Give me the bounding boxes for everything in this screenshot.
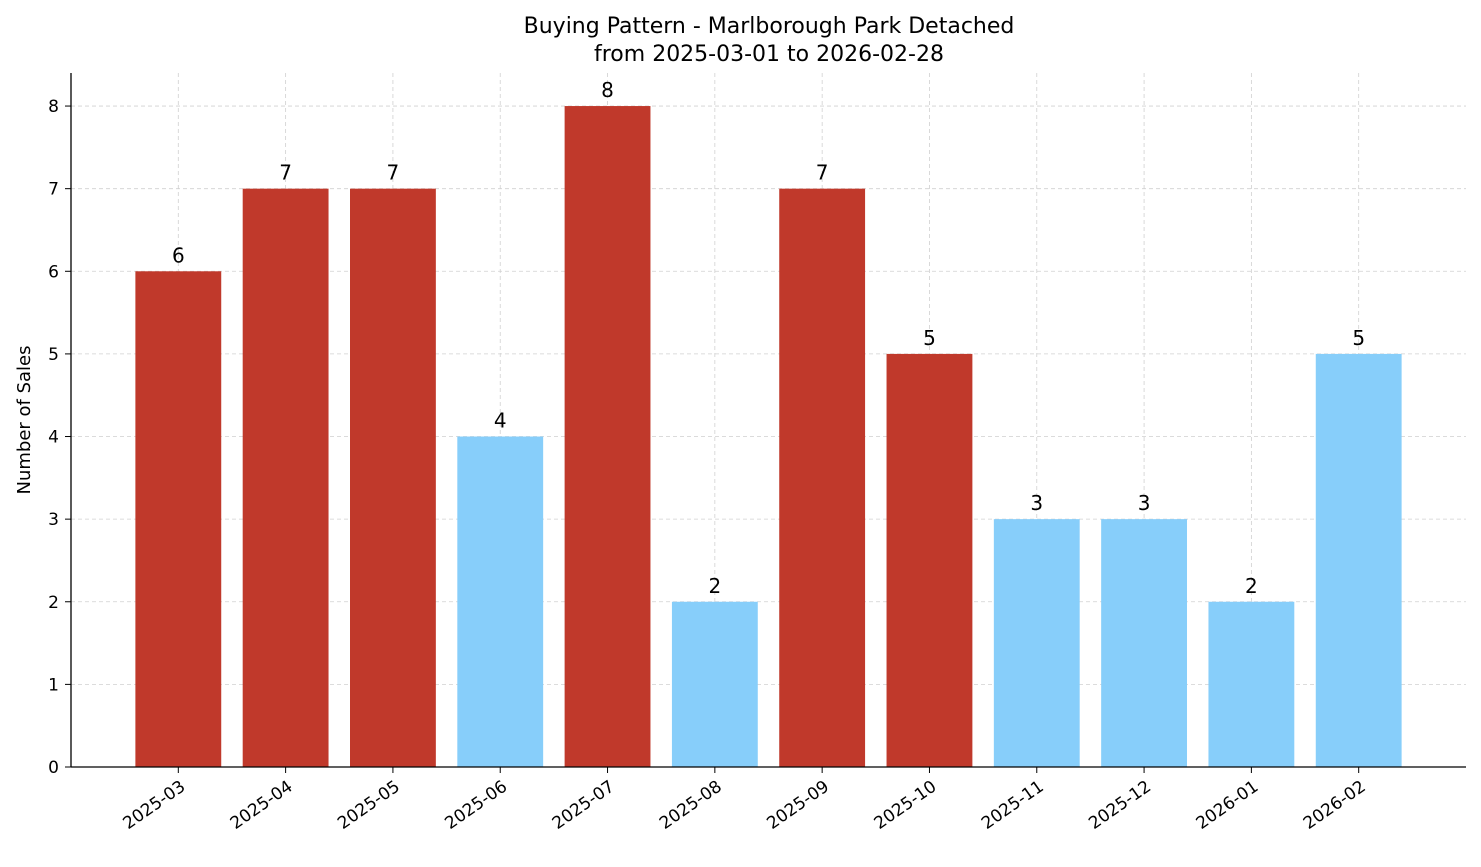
- bars: [135, 106, 1402, 768]
- x-tick-label: 2025-07: [549, 777, 619, 834]
- x-tick-label: 2026-02: [1300, 777, 1370, 834]
- y-tick-label: 4: [48, 428, 59, 448]
- data-label: 2: [1245, 574, 1258, 598]
- x-tick-label: 2026-01: [1193, 777, 1263, 834]
- chart-title: Buying Pattern - Marlborough Park Detach…: [524, 14, 1015, 39]
- data-label: 5: [1352, 326, 1365, 350]
- y-tick-label: 8: [48, 97, 59, 117]
- data-label: 7: [816, 161, 829, 185]
- bar-2025-12: [1101, 519, 1187, 767]
- x-tick-label: 2025-08: [656, 777, 726, 834]
- data-label: 3: [1030, 491, 1043, 515]
- y-tick-label: 6: [48, 262, 59, 282]
- y-tick-label: 2: [48, 593, 59, 613]
- y-tick-label: 1: [48, 675, 59, 695]
- data-label: 6: [172, 243, 185, 267]
- bar-2025-10: [886, 353, 973, 767]
- x-tick-label: 2025-12: [1085, 777, 1155, 834]
- x-tick-label: 2025-04: [227, 777, 297, 834]
- data-label: 7: [387, 161, 400, 185]
- x-tick-label: 2025-06: [441, 777, 511, 834]
- bar-2025-05: [350, 188, 436, 767]
- y-tick-label: 7: [48, 180, 59, 200]
- x-tick-label: 2025-05: [334, 777, 404, 834]
- bar-2025-06: [457, 436, 544, 767]
- y-tick-label: 3: [48, 510, 59, 530]
- bar-2025-07: [564, 106, 651, 768]
- data-label: 5: [923, 326, 936, 350]
- y-tick-label: 5: [48, 345, 59, 365]
- data-label: 4: [494, 409, 507, 433]
- bar-2025-08: [671, 601, 758, 767]
- data-label: 3: [1138, 491, 1151, 515]
- bar-2025-11: [993, 519, 1080, 767]
- data-label: 7: [279, 161, 292, 185]
- data-label: 8: [601, 78, 614, 102]
- bar-2025-04: [242, 188, 329, 767]
- x-tick-label: 2025-11: [978, 777, 1048, 834]
- x-tick-label: 2025-09: [763, 777, 833, 834]
- bar-2025-09: [779, 188, 866, 767]
- bar-2026-01: [1208, 601, 1295, 767]
- chart-subtitle: from 2025-03-01 to 2026-02-28: [594, 42, 944, 67]
- data-labels: 6 7 7 4 8 2 7 5 3 3 2 5: [172, 78, 1365, 598]
- x-tick-label: 2025-03: [120, 777, 190, 834]
- data-label: 2: [708, 574, 721, 598]
- x-tick-label: 2025-10: [871, 777, 941, 834]
- bar-2025-03: [135, 271, 222, 767]
- bar-2026-02: [1315, 353, 1402, 767]
- y-tick-label: 0: [48, 758, 59, 778]
- y-axis-label: Number of Sales: [14, 345, 35, 494]
